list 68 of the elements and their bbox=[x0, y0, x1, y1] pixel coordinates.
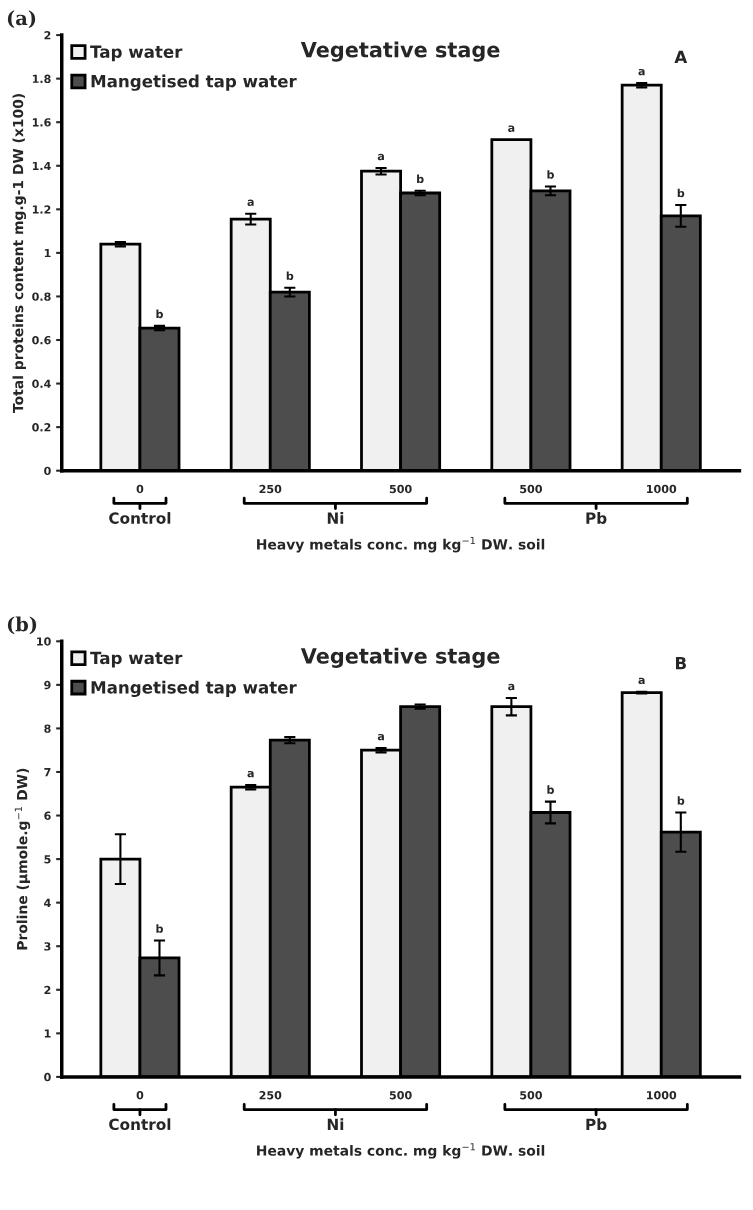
y-tick-label: 1 bbox=[44, 1029, 51, 1038]
y-tick-label: 2 bbox=[44, 985, 51, 994]
y-tick-label: 0 bbox=[44, 466, 51, 476]
data-label: a bbox=[247, 770, 254, 778]
y-axis-title: Proline (µmole.g$^{−1}$ DW) bbox=[14, 768, 31, 950]
y-tick-label: 1.2 bbox=[32, 205, 51, 214]
x-tick-label: 1000 bbox=[647, 484, 677, 494]
y-tick-label: 1.8 bbox=[32, 74, 51, 84]
y-tick-label: 9 bbox=[44, 680, 51, 690]
data-label: b bbox=[417, 174, 424, 184]
data-label: a bbox=[247, 199, 254, 206]
data-label: a bbox=[638, 68, 645, 76]
annotation: A bbox=[674, 50, 688, 63]
text: Ni bbox=[327, 1118, 344, 1130]
x-axis-title: Heavy metals conc. mg kg$^{−1}$ DW. soil bbox=[257, 537, 545, 553]
y-tick-label: 2 bbox=[44, 31, 51, 40]
data-label: b bbox=[677, 188, 685, 198]
x-axis-title: Heavy metals conc. mg kg$^{−1}$ DW. soil bbox=[257, 1143, 545, 1159]
data-label: b bbox=[547, 170, 554, 179]
data-label: b bbox=[156, 309, 163, 319]
data-label: b bbox=[286, 271, 294, 281]
text: Pb bbox=[586, 512, 607, 524]
x-tick-label: 500 bbox=[520, 1090, 542, 1100]
y-tick-label: 0 bbox=[44, 1072, 51, 1082]
y-tick-label: 10 bbox=[37, 637, 51, 646]
x-tick-label: 1000 bbox=[647, 1090, 677, 1100]
y-tick-label: 1 bbox=[44, 249, 51, 258]
text: Control bbox=[109, 1118, 171, 1131]
x-tick-label: 0 bbox=[136, 484, 144, 494]
y-tick-label: 4 bbox=[44, 898, 51, 907]
y-tick-label: 1.4 bbox=[32, 161, 51, 170]
x-tick-label: 250 bbox=[259, 1090, 282, 1100]
data-label: b bbox=[156, 924, 163, 933]
x-tick-label: 500 bbox=[389, 484, 412, 494]
data-label: a bbox=[638, 677, 645, 685]
chart-title: Vegetative stage bbox=[300, 647, 500, 668]
text: (b) bbox=[7, 616, 37, 635]
annotation: B bbox=[675, 657, 686, 670]
y-tick-label: 1.6 bbox=[32, 118, 51, 127]
y-tick-label: 0.4 bbox=[32, 379, 51, 388]
y-tick-label: 8 bbox=[44, 724, 51, 733]
y-tick-label: 0.6 bbox=[32, 335, 51, 345]
legend-label: Mangetised tap water bbox=[91, 680, 297, 698]
data-label: a bbox=[377, 733, 384, 741]
y-tick-label: 5 bbox=[44, 855, 51, 864]
y-tick-label: 0.8 bbox=[32, 292, 51, 301]
text: Pb bbox=[586, 1118, 607, 1131]
x-tick-label: 500 bbox=[520, 484, 542, 494]
text: (a) bbox=[7, 10, 36, 29]
data-label: a bbox=[377, 153, 384, 161]
text: Ni bbox=[327, 512, 344, 524]
x-tick-label: 500 bbox=[389, 1090, 412, 1100]
legend-label: Tap water bbox=[90, 651, 183, 668]
data-label: b bbox=[677, 796, 685, 805]
chart-title: Vegetative stage bbox=[300, 41, 500, 62]
data-label: a bbox=[508, 683, 515, 691]
text: Control bbox=[109, 512, 171, 524]
x-tick-label: 250 bbox=[259, 484, 282, 494]
y-tick-label: 6 bbox=[44, 811, 51, 820]
y-axis-title: Total proteins content mg.g-1 DW (x100) bbox=[12, 93, 27, 413]
data-label: b bbox=[547, 785, 554, 794]
legend-label: Mangetised tap water bbox=[91, 74, 297, 91]
y-tick-label: 0.2 bbox=[32, 423, 51, 432]
legend-label: Tap water bbox=[90, 45, 183, 62]
data-label: a bbox=[508, 125, 515, 132]
y-tick-label: 7 bbox=[44, 768, 51, 777]
y-tick-label: 3 bbox=[44, 942, 51, 951]
x-tick-label: 0 bbox=[136, 1090, 144, 1100]
